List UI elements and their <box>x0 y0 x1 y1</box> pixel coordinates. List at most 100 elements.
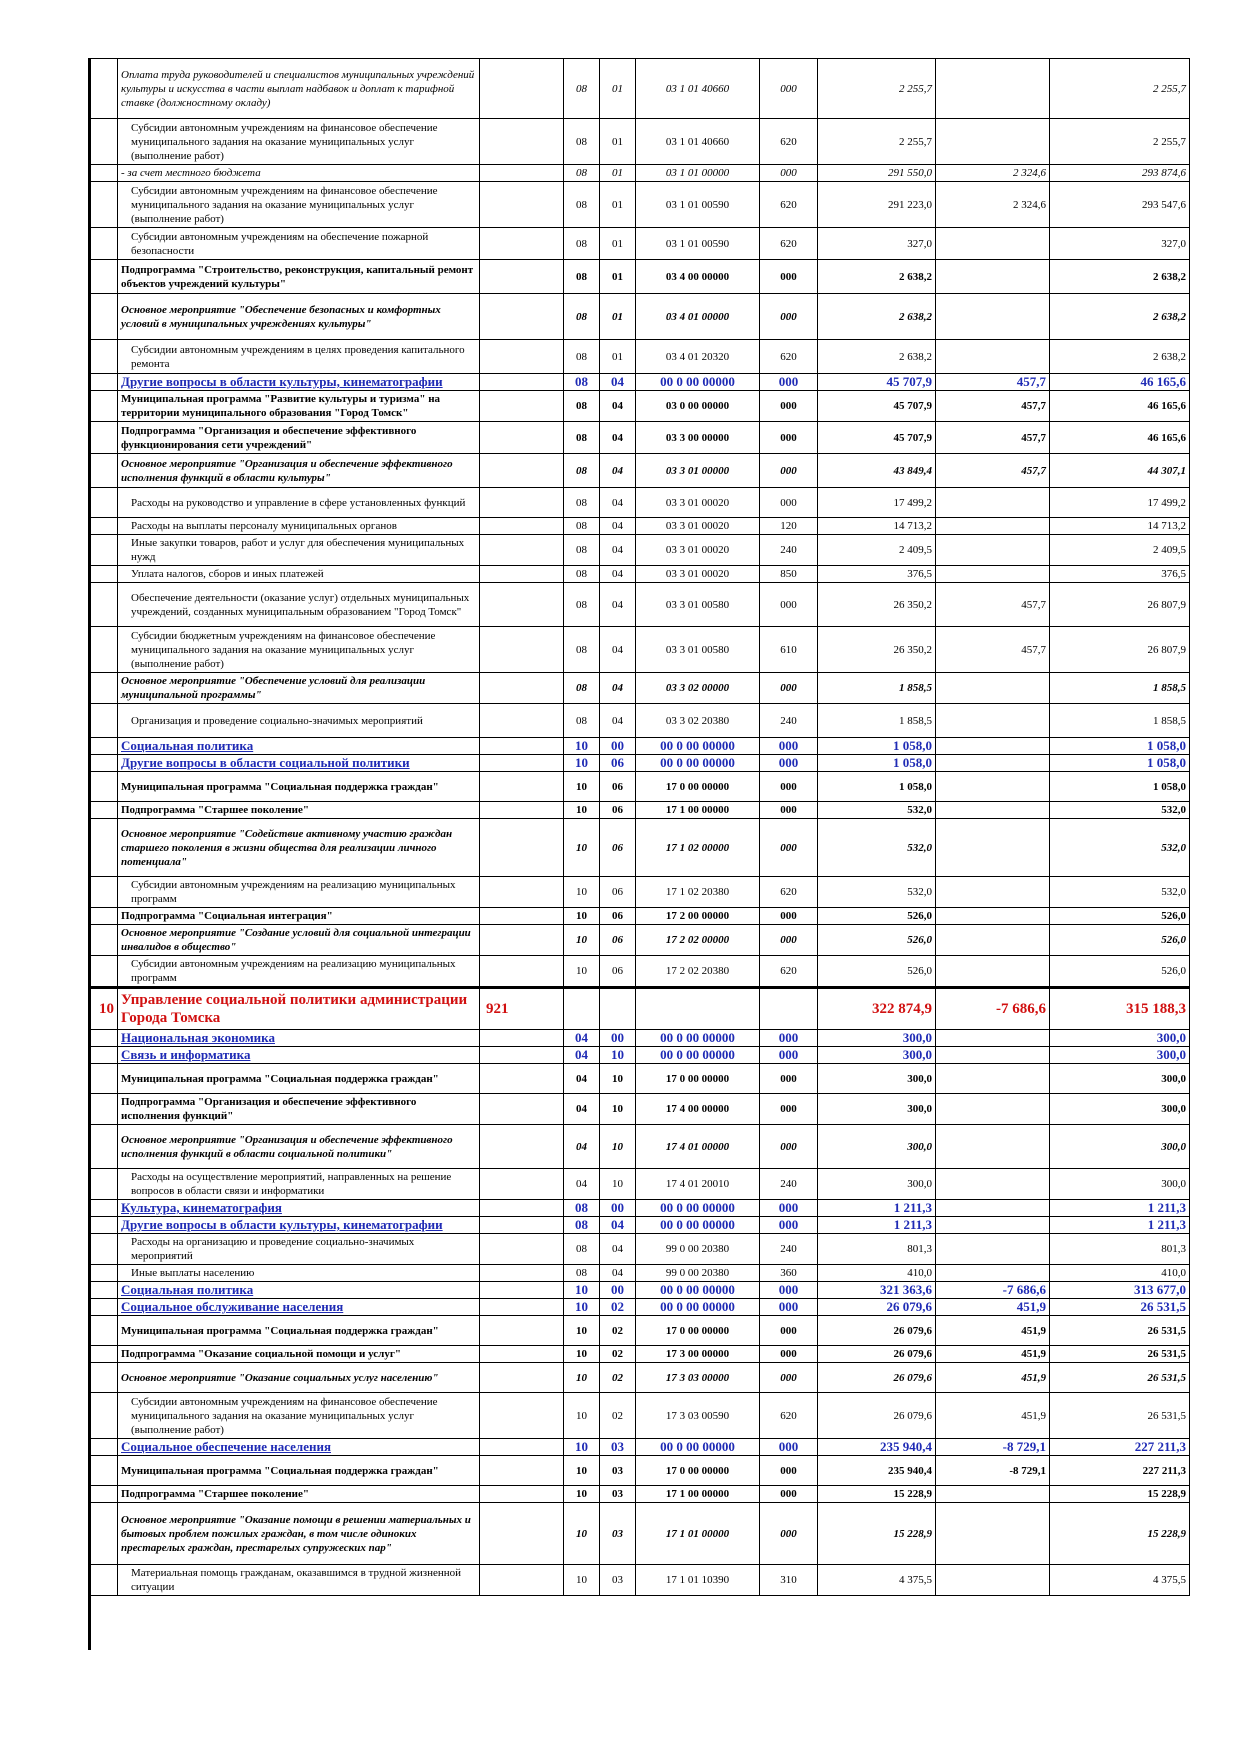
section-cell: 10 <box>563 1298 600 1316</box>
expense-type-cell: 000 <box>759 1063 818 1094</box>
row-name-cell: - за счет местного бюджета <box>117 164 480 182</box>
change-amount-cell: 457,7 <box>935 373 1050 391</box>
approved-amount-cell: 300,0 <box>817 1046 936 1064</box>
department-code-cell <box>479 293 564 340</box>
row-name-cell: Муниципальная программа "Социальная подд… <box>117 771 480 802</box>
approved-amount-cell: 26 079,6 <box>817 1315 936 1346</box>
subsection-cell: 04 <box>599 453 636 488</box>
department-code-cell <box>479 1124 564 1169</box>
row-name-cell: Подпрограмма "Организация и обеспечение … <box>117 1093 480 1125</box>
target-article-cell: 03 3 01 00020 <box>635 534 760 566</box>
change-amount-cell: 457,7 <box>935 421 1050 454</box>
table-row: Основное мероприятие "Обеспечение услови… <box>89 672 1190 704</box>
department-code-cell <box>479 1233 564 1265</box>
department-code-cell <box>479 1046 564 1064</box>
department-code-cell <box>479 1063 564 1094</box>
department-code-cell <box>479 703 564 738</box>
section-cell: 08 <box>563 1199 600 1217</box>
subsection-cell <box>599 986 636 1030</box>
table-row: Основное мероприятие "Организация и обес… <box>89 453 1190 488</box>
expense-type-cell: 000 <box>759 1199 818 1217</box>
target-article-cell: 17 0 00 00000 <box>635 1455 760 1486</box>
table-row: Муниципальная программа "Развитие культу… <box>89 390 1190 422</box>
expense-type-cell <box>759 986 818 1030</box>
section-cell: 10 <box>563 876 600 908</box>
subsection-cell: 04 <box>599 487 636 518</box>
change-amount-cell <box>935 58 1050 119</box>
approved-amount-cell: 15 228,9 <box>817 1502 936 1565</box>
section-cell: 10 <box>563 955 600 988</box>
department-code-cell <box>479 582 564 627</box>
section-cell: 10 <box>563 924 600 956</box>
change-amount-cell: 2 324,6 <box>935 181 1050 228</box>
expense-type-cell: 000 <box>759 1298 818 1316</box>
change-amount-cell <box>935 487 1050 518</box>
target-article-cell: 00 0 00 00000 <box>635 1199 760 1217</box>
department-code-cell: 921 <box>479 986 564 1030</box>
approved-amount-cell: 322 874,9 <box>817 986 936 1030</box>
approved-amount-cell: 321 363,6 <box>817 1281 936 1299</box>
target-article-cell: 17 0 00 00000 <box>635 1315 760 1346</box>
total-amount-cell: 293 874,6 <box>1049 164 1190 182</box>
target-article-cell: 17 1 01 00000 <box>635 1502 760 1565</box>
table-row: Иные выплаты населению 08 04 99 0 00 20380 3… <box>89 1264 1190 1282</box>
section-cell: 08 <box>563 672 600 704</box>
table-row: Расходы на осуществление мероприятий, на… <box>89 1168 1190 1200</box>
approved-amount-cell: 4 375,5 <box>817 1564 936 1596</box>
subsection-cell: 04 <box>599 626 636 673</box>
subsection-cell: 04 <box>599 534 636 566</box>
subsection-cell: 03 <box>599 1564 636 1596</box>
row-index-cell <box>89 517 118 535</box>
row-name-cell: Основное мероприятие "Оказание социальны… <box>117 1362 480 1393</box>
table-row: Подпрограмма "Социальная интеграция" 10 06… <box>89 907 1190 925</box>
target-article-cell: 03 3 00 00000 <box>635 421 760 454</box>
change-amount-cell <box>935 1063 1050 1094</box>
approved-amount-cell: 1 211,3 <box>817 1216 936 1234</box>
section-cell: 04 <box>563 1046 600 1064</box>
department-code-cell <box>479 453 564 488</box>
row-index-cell <box>89 565 118 583</box>
section-cell: 04 <box>563 1029 600 1047</box>
change-amount-cell <box>935 259 1050 294</box>
subsection-cell: 03 <box>599 1455 636 1486</box>
total-amount-cell: 17 499,2 <box>1049 487 1190 518</box>
subsection-cell: 01 <box>599 259 636 294</box>
table-row: Подпрограмма "Организация и обеспечение … <box>89 1093 1190 1125</box>
row-name-cell: Субсидии автономным учреждениям на реали… <box>117 876 480 908</box>
section-cell: 04 <box>563 1063 600 1094</box>
total-amount-cell: 1 058,0 <box>1049 771 1190 802</box>
subsection-cell: 02 <box>599 1298 636 1316</box>
row-index-cell <box>89 955 118 988</box>
approved-amount-cell: 532,0 <box>817 818 936 877</box>
table-row: Основное мероприятие "Создание условий д… <box>89 924 1190 956</box>
change-amount-cell <box>935 907 1050 925</box>
total-amount-cell: 293 547,6 <box>1049 181 1190 228</box>
approved-amount-cell: 327,0 <box>817 227 936 260</box>
department-code-cell <box>479 118 564 165</box>
department-code-cell <box>479 801 564 819</box>
budget-sheet: Оплата труда руководителей и специалисто… <box>88 58 1190 1596</box>
section-cell: 08 <box>563 390 600 422</box>
total-amount-cell: 801,3 <box>1049 1233 1190 1265</box>
subsection-cell: 02 <box>599 1315 636 1346</box>
row-index-cell <box>89 227 118 260</box>
approved-amount-cell: 2 255,7 <box>817 58 936 119</box>
row-index-cell <box>89 421 118 454</box>
approved-amount-cell: 300,0 <box>817 1063 936 1094</box>
expense-type-cell: 000 <box>759 1485 818 1503</box>
subsection-cell: 10 <box>599 1046 636 1064</box>
expense-type-cell: 310 <box>759 1564 818 1596</box>
change-amount-cell <box>935 754 1050 772</box>
subsection-cell: 10 <box>599 1124 636 1169</box>
table-row: Субсидии бюджетным учреждениям на финанс… <box>89 626 1190 673</box>
row-name-cell: Субсидии автономным учреждениям на финан… <box>117 118 480 165</box>
table-row: Организация и проведение социально-значи… <box>89 703 1190 738</box>
expense-type-cell: 240 <box>759 1233 818 1265</box>
table-row: Основное мероприятие "Обеспечение безопа… <box>89 293 1190 340</box>
target-article-cell: 00 0 00 00000 <box>635 373 760 391</box>
row-name-cell: Подпрограмма "Социальная интеграция" <box>117 907 480 925</box>
department-header-row: 10 Управление социальной политики админис… <box>88 986 1190 1030</box>
row-index-cell <box>89 1216 118 1234</box>
department-code-cell <box>479 1362 564 1393</box>
row-index-cell <box>89 582 118 627</box>
